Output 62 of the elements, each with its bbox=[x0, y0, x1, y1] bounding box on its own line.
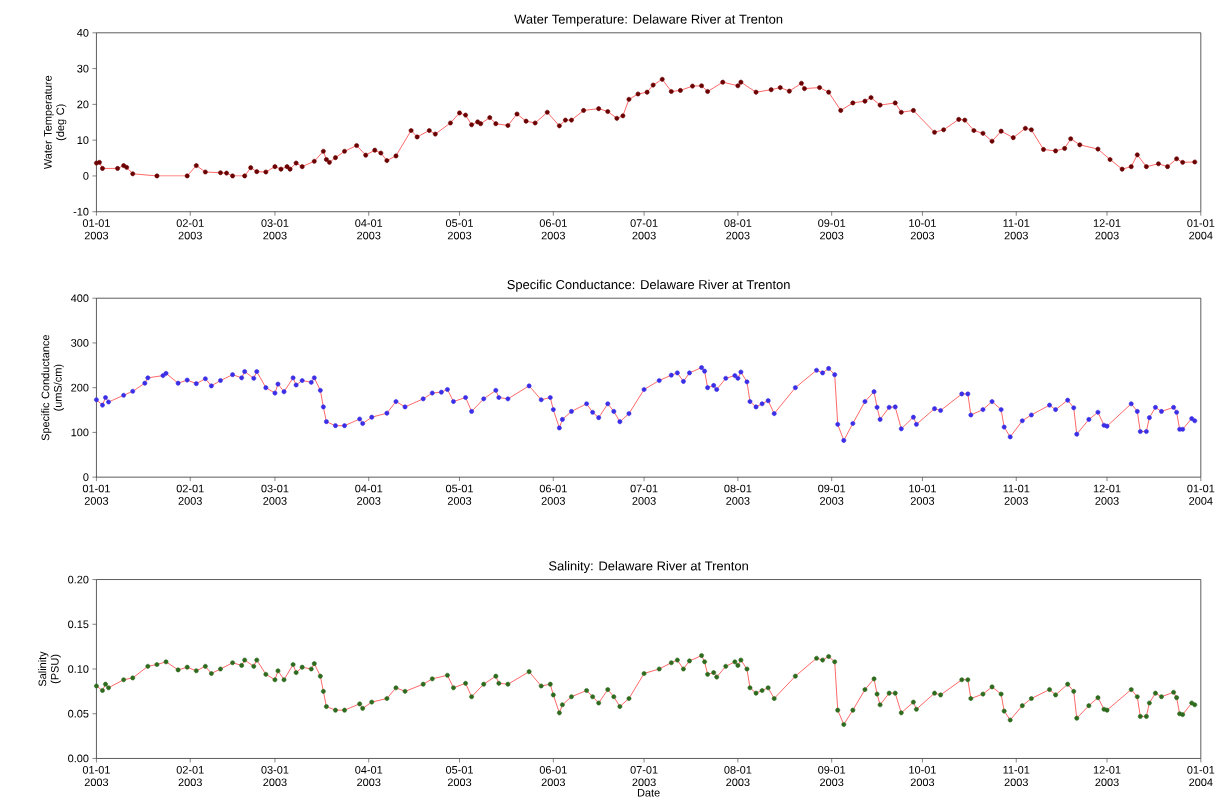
x-tick-label: 08-01 2003 bbox=[724, 765, 752, 787]
x-tick-label: 02-01 2003 bbox=[176, 484, 204, 505]
y-tick-label: 0.20 bbox=[68, 575, 89, 584]
x-tick-label: 01-01 2004 bbox=[1187, 484, 1215, 505]
y-tick-label: 100 bbox=[71, 428, 89, 437]
x-tick-label: 06-01 2003 bbox=[539, 484, 567, 505]
x-tick-label: 08-01 2003 bbox=[724, 484, 752, 505]
x-tick-label: 07-01 2003 bbox=[630, 765, 658, 787]
y-tick-label: 0.15 bbox=[68, 620, 89, 629]
x-tick-label: 02-01 2003 bbox=[176, 765, 204, 787]
x-tick-label: 06-01 2003 bbox=[539, 765, 567, 787]
y-tick-label: 30 bbox=[77, 64, 89, 73]
x-tick-label: 03-01 2003 bbox=[261, 484, 289, 505]
x-tick-label: 05-01 2003 bbox=[445, 765, 473, 787]
x-tick-label: 07-01 2003 bbox=[630, 484, 658, 505]
x-tick-label: 01-01 2003 bbox=[82, 484, 110, 505]
x-tick-label: 04-01 2003 bbox=[355, 219, 383, 240]
x-tick-label: 01-01 2004 bbox=[1187, 219, 1215, 240]
y-tick-label: 0.00 bbox=[68, 754, 89, 763]
x-tick-label: 01-01 2003 bbox=[82, 219, 110, 240]
x-axis-title: Date bbox=[637, 788, 660, 797]
x-tick-label: 01-01 2004 bbox=[1187, 765, 1215, 787]
chart-title: Specific Conductance: Delaware River at Trenton bbox=[507, 279, 790, 292]
x-tick-label: 09-01 2003 bbox=[818, 219, 846, 240]
x-tick-label: 09-01 2003 bbox=[818, 765, 846, 787]
y-tick-label: 400 bbox=[70, 294, 89, 303]
chart-title: Salinity: Delaware River at Trenton bbox=[549, 560, 748, 573]
y-tick-label: 40 bbox=[77, 28, 89, 37]
y-axis-title: Water Temperature (deg C) bbox=[44, 75, 67, 170]
x-tick-label: 08-01 2003 bbox=[724, 219, 752, 240]
x-tick-label: 11-01 2003 bbox=[1003, 219, 1030, 240]
x-tick-label: 04-01 2003 bbox=[355, 484, 383, 505]
x-tick-label: 06-01 2003 bbox=[539, 219, 567, 240]
x-tick-label: 02-01 2003 bbox=[176, 219, 204, 240]
x-tick-label: 10-01 2003 bbox=[909, 765, 936, 787]
x-tick-label: 01-01 2003 bbox=[82, 765, 110, 787]
y-tick-label: 0.05 bbox=[68, 709, 89, 718]
y-tick-label: 20 bbox=[77, 100, 89, 109]
x-tick-label: 04-01 2003 bbox=[355, 765, 383, 787]
x-tick-label: 05-01 2003 bbox=[445, 219, 473, 240]
x-tick-label: 03-01 2003 bbox=[261, 765, 289, 787]
x-tick-label: 11-01 2003 bbox=[1003, 765, 1030, 787]
y-tick-label: 200 bbox=[71, 383, 89, 392]
y-tick-label: 300 bbox=[71, 339, 89, 347]
y-axis-title: Specific Conductance (umS/cm) bbox=[41, 334, 64, 441]
chart-title: Water Temperature: Delaware River at Trenton bbox=[514, 14, 783, 27]
y-tick-label: 0 bbox=[83, 473, 89, 481]
x-tick-label: 05-01 2003 bbox=[445, 484, 473, 505]
y-tick-label: 0.10 bbox=[68, 665, 89, 673]
x-tick-label: 10-01 2003 bbox=[909, 219, 936, 240]
y-tick-label: -10 bbox=[73, 207, 89, 216]
x-tick-label: 10-01 2003 bbox=[909, 484, 936, 505]
x-tick-label: 07-01 2003 bbox=[630, 219, 658, 240]
x-tick-label: 11-01 2003 bbox=[1003, 484, 1030, 505]
y-axis-title: Salinity (PSU) bbox=[38, 651, 61, 687]
y-tick-label: 0 bbox=[83, 172, 89, 180]
x-tick-label: 09-01 2003 bbox=[818, 484, 846, 505]
x-tick-label: 03-01 2003 bbox=[261, 219, 289, 240]
x-tick-label: 12-01 2003 bbox=[1093, 219, 1121, 240]
x-tick-label: 12-01 2003 bbox=[1093, 484, 1121, 505]
y-tick-label: 10 bbox=[77, 136, 89, 144]
x-tick-label: 12-01 2003 bbox=[1093, 765, 1121, 787]
